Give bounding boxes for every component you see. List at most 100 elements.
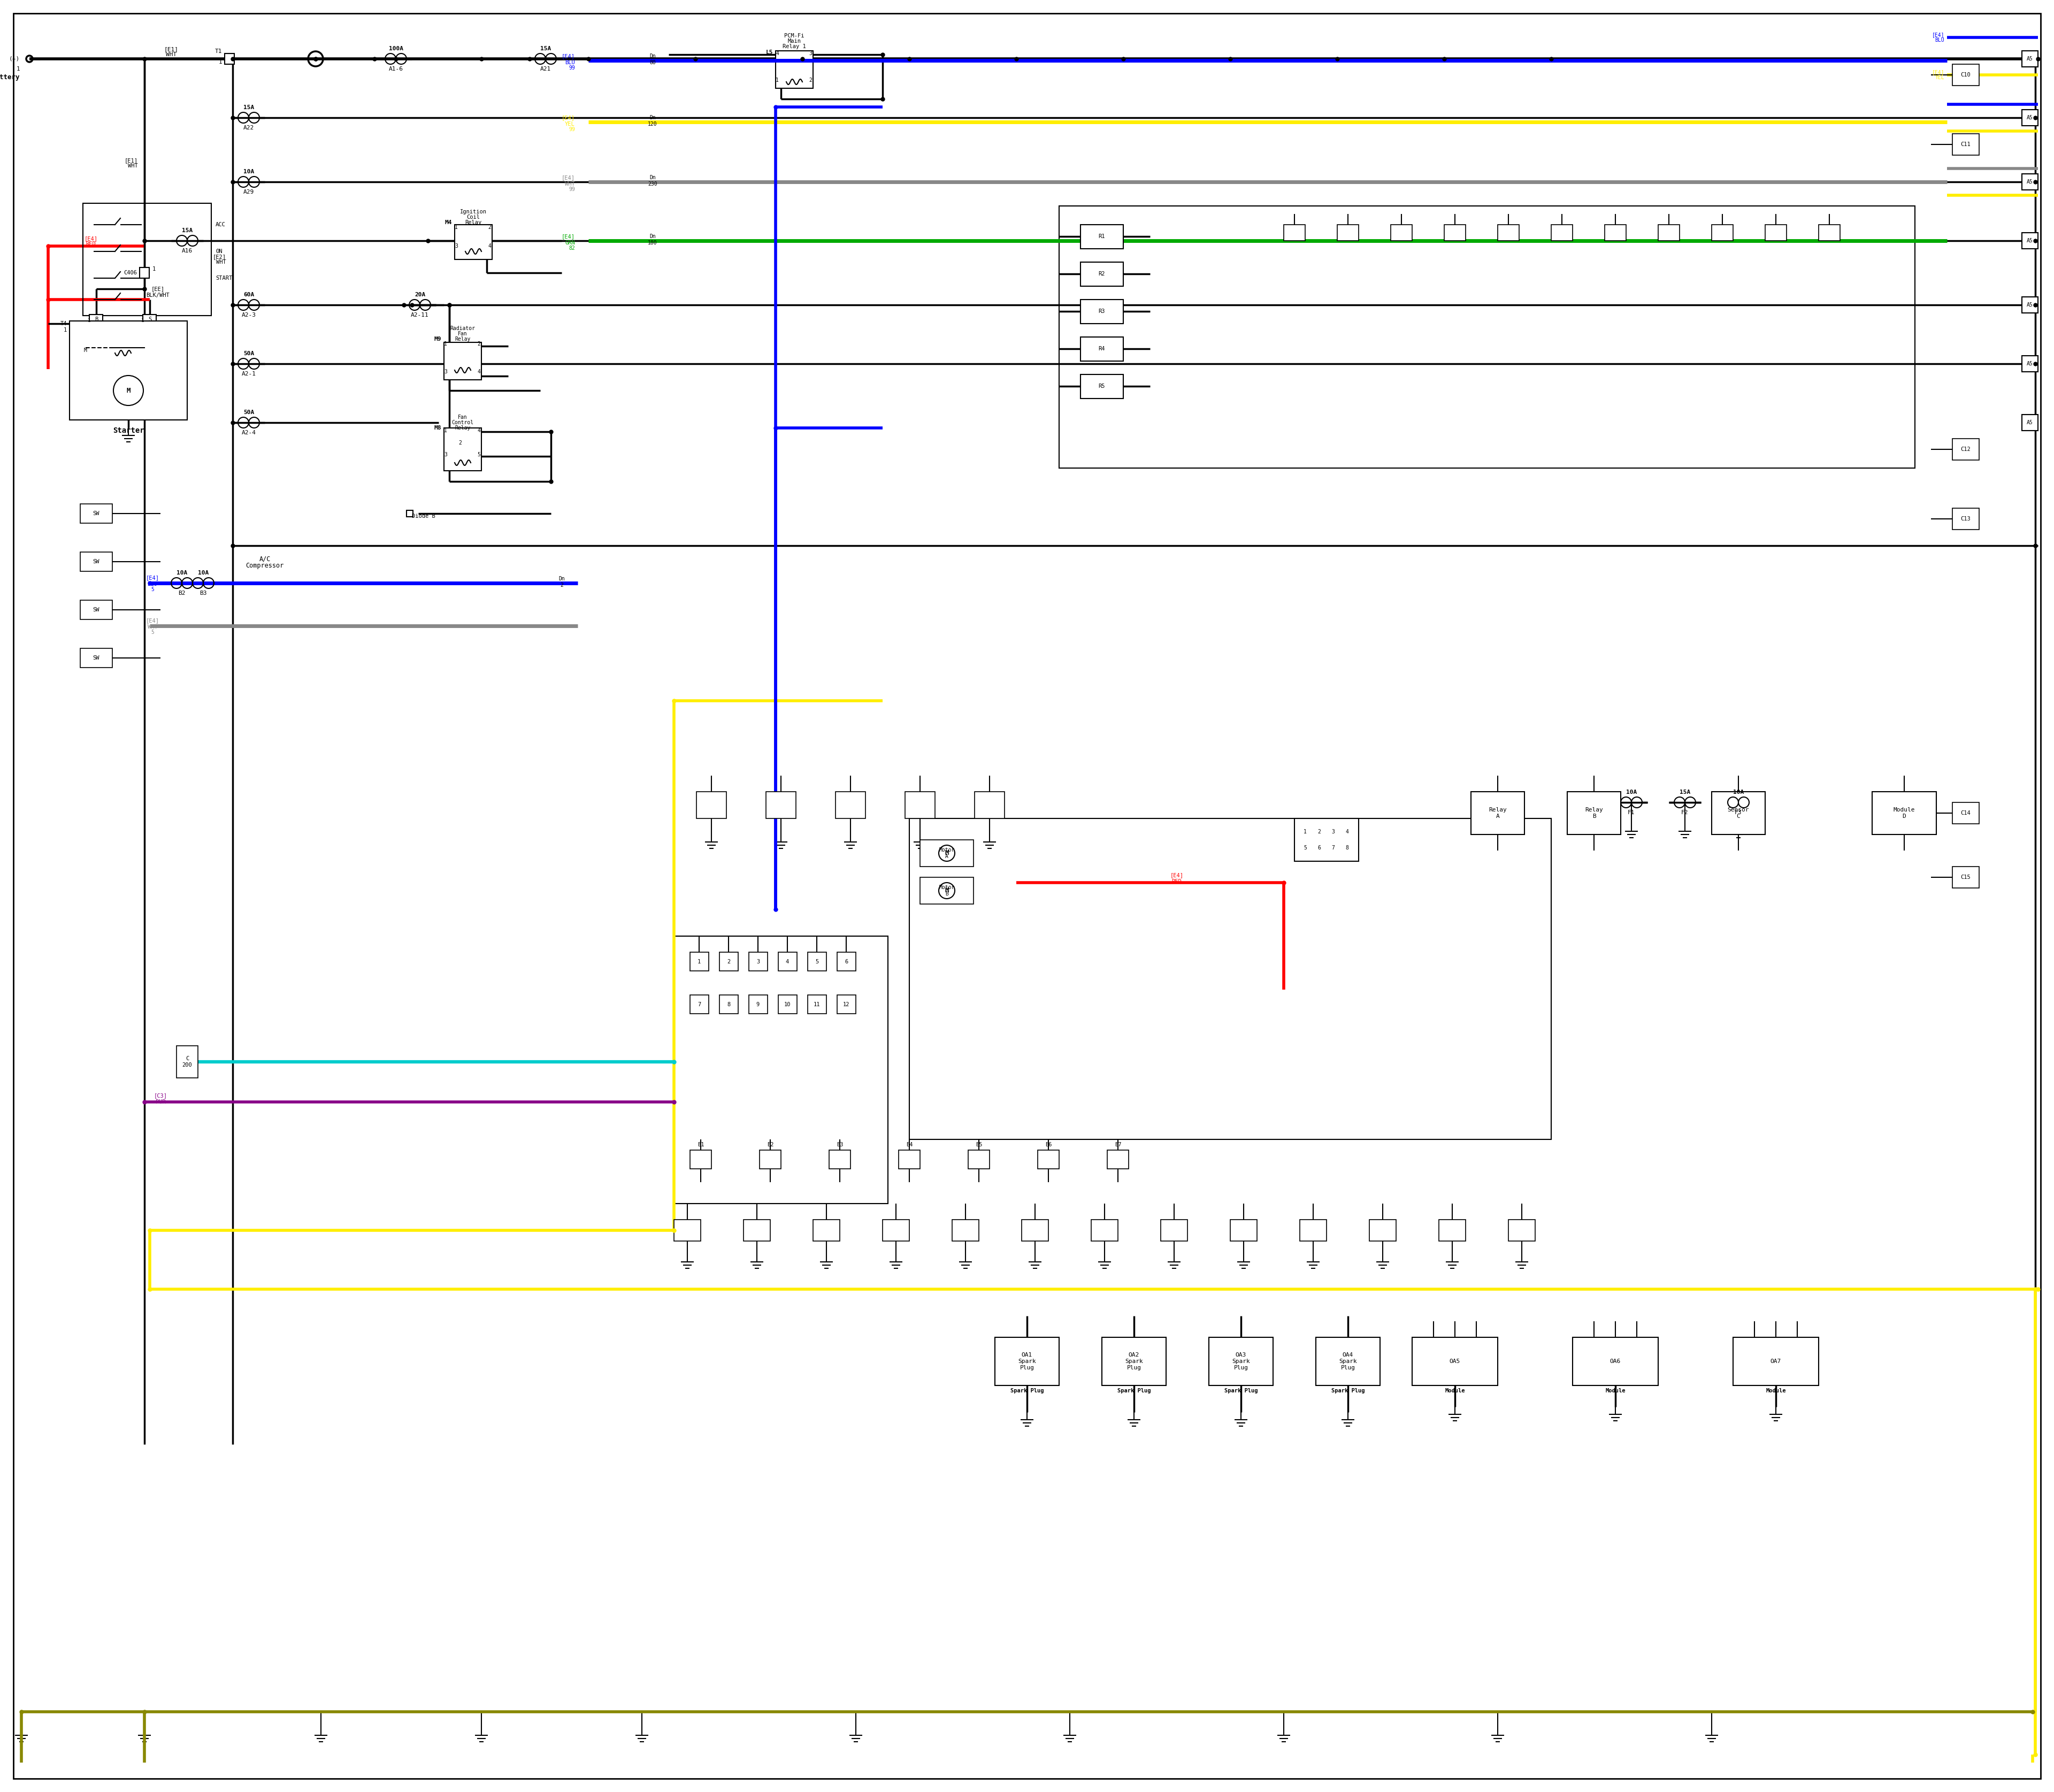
Text: 120: 120 <box>647 122 657 127</box>
Text: M4: M4 <box>446 220 452 226</box>
Bar <box>953 1220 980 1242</box>
Text: 11: 11 <box>813 1002 820 1007</box>
Text: 15A: 15A <box>540 47 550 52</box>
Bar <box>1818 224 1840 240</box>
Text: 10: 10 <box>785 1002 791 1007</box>
Text: A5: A5 <box>2027 56 2033 61</box>
Text: 2: 2 <box>489 224 491 229</box>
Text: 5: 5 <box>1304 846 1306 851</box>
Text: B6: B6 <box>1045 1142 1052 1147</box>
Bar <box>766 792 797 819</box>
Text: B4: B4 <box>906 1142 912 1147</box>
Text: 1: 1 <box>88 319 90 323</box>
Text: Dn: Dn <box>649 233 655 238</box>
Bar <box>674 1220 700 1242</box>
Text: M: M <box>84 348 86 353</box>
Text: R2: R2 <box>1099 271 1105 276</box>
Text: 1: 1 <box>444 340 448 346</box>
Bar <box>1658 224 1680 240</box>
Text: Compressor: Compressor <box>246 563 283 568</box>
Text: Dn: Dn <box>649 176 655 181</box>
Bar <box>1567 792 1621 835</box>
Text: Diode B: Diode B <box>413 514 435 520</box>
Text: 2: 2 <box>1317 830 1321 835</box>
Text: 1: 1 <box>142 319 144 323</box>
Bar <box>1471 792 1524 835</box>
Text: B5: B5 <box>976 1142 982 1147</box>
Text: Relay: Relay <box>454 337 470 342</box>
Text: [E4]: [E4] <box>1931 70 1945 75</box>
Text: 10A: 10A <box>197 570 210 575</box>
Text: 10A: 10A <box>1627 790 1637 796</box>
Text: 2: 2 <box>561 582 563 588</box>
Bar <box>1440 1220 1467 1242</box>
Text: 10A: 10A <box>242 168 255 174</box>
Text: R4: R4 <box>1099 346 1105 351</box>
Text: 4: 4 <box>489 244 491 249</box>
Text: 1: 1 <box>698 959 700 964</box>
Text: M: M <box>945 849 949 857</box>
Text: F1: F1 <box>1629 810 1635 815</box>
Text: WHT: WHT <box>148 624 158 629</box>
Text: Dn: Dn <box>649 115 655 120</box>
Text: 3: 3 <box>809 50 811 56</box>
Bar <box>80 504 113 523</box>
Bar <box>1091 1220 1117 1242</box>
Text: T1: T1 <box>216 48 222 54</box>
Text: [E1]: [E1] <box>125 158 138 163</box>
Bar <box>1734 1337 1818 1385</box>
Text: A2-1: A2-1 <box>242 371 257 376</box>
Text: Spark Plug: Spark Plug <box>1011 1389 1043 1394</box>
Text: 7: 7 <box>698 1002 700 1007</box>
Text: SW: SW <box>92 607 101 613</box>
Text: Relay 1: Relay 1 <box>783 43 805 48</box>
Text: [E4]: [E4] <box>561 54 575 59</box>
Text: 5: 5 <box>477 452 481 457</box>
Text: OA4
Spark
Plug: OA4 Spark Plug <box>1339 1353 1358 1371</box>
Text: A16: A16 <box>183 249 193 253</box>
Text: OA3
Spark
Plug: OA3 Spark Plug <box>1232 1353 1251 1371</box>
Bar <box>2021 297 2038 314</box>
Bar <box>1953 65 1980 86</box>
Text: Dn: Dn <box>649 54 655 59</box>
Text: YEL: YEL <box>1935 75 1945 81</box>
Text: B1: B1 <box>698 1142 705 1147</box>
Text: T4: T4 <box>60 321 68 326</box>
Bar <box>750 952 768 971</box>
Bar <box>920 878 974 903</box>
Bar <box>967 1150 990 1168</box>
Text: 2: 2 <box>727 959 731 964</box>
Text: ON: ON <box>216 249 222 254</box>
Bar <box>910 819 1551 1140</box>
Text: 99: 99 <box>569 65 575 70</box>
Text: [E4]: [E4] <box>561 233 575 238</box>
Text: SW: SW <box>92 511 101 516</box>
Text: Module
D: Module D <box>1894 808 1914 819</box>
Text: 1: 1 <box>454 224 458 229</box>
Bar <box>813 1220 840 1242</box>
Bar <box>2021 109 2038 125</box>
Bar <box>1508 1220 1534 1242</box>
Text: 180: 180 <box>647 240 657 246</box>
Bar <box>2021 50 2038 66</box>
Bar <box>1060 206 1914 468</box>
Bar <box>1230 1220 1257 1242</box>
Bar <box>1413 1337 1497 1385</box>
Text: 5: 5 <box>150 629 154 634</box>
Bar <box>1080 337 1124 360</box>
Text: A5: A5 <box>2027 419 2033 425</box>
Bar <box>2021 174 2038 190</box>
Bar <box>1300 1220 1327 1242</box>
Bar <box>1284 224 1304 240</box>
Text: 99: 99 <box>569 127 575 133</box>
Text: 1: 1 <box>152 267 156 272</box>
Bar <box>836 792 865 819</box>
Bar <box>1080 299 1124 324</box>
Text: M: M <box>945 887 949 894</box>
Bar <box>1764 224 1787 240</box>
Text: Radiator: Radiator <box>450 326 474 332</box>
Text: 7: 7 <box>1331 846 1335 851</box>
Text: Relay
B: Relay B <box>1586 808 1602 819</box>
Bar <box>1711 792 1764 835</box>
Text: S: S <box>148 317 152 323</box>
